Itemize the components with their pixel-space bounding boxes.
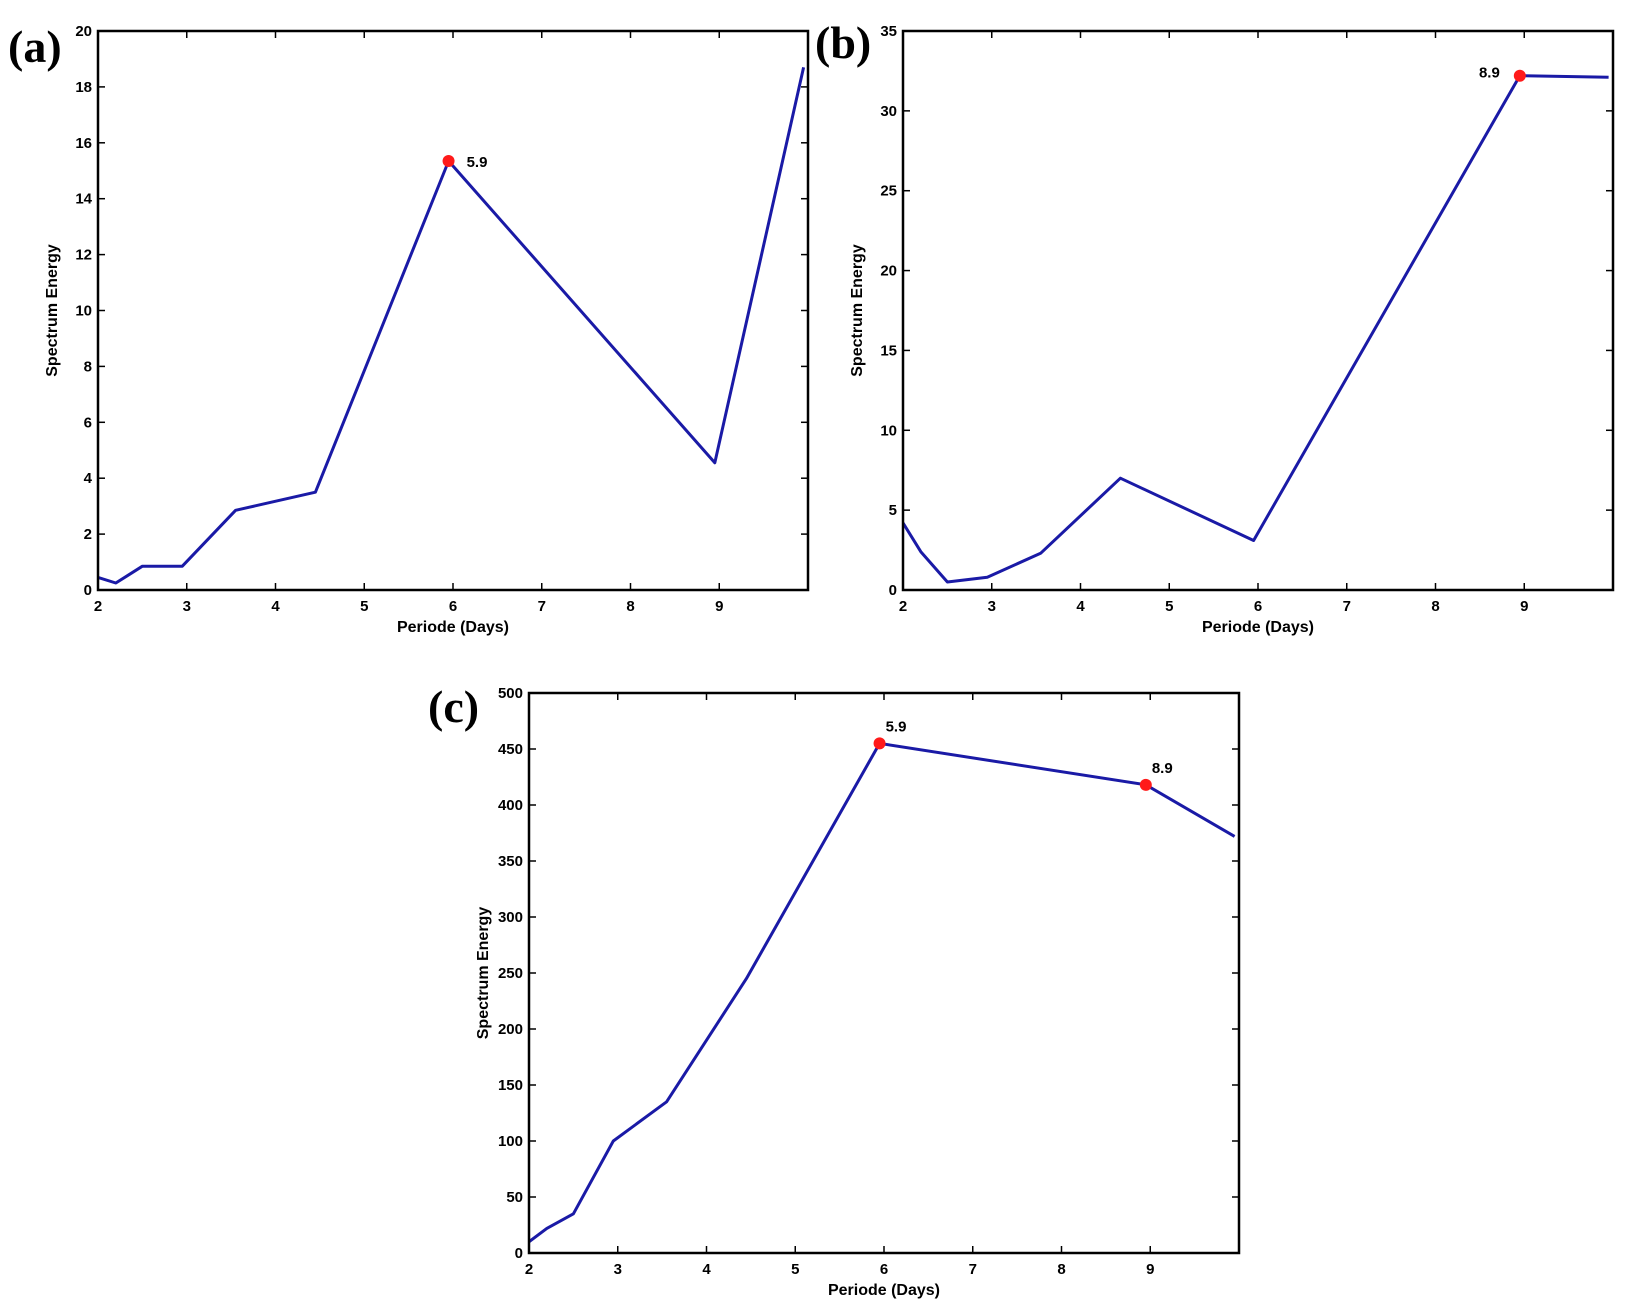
x-tick-label: 4 xyxy=(271,598,280,615)
x-tick-label: 6 xyxy=(449,598,457,615)
y-tick-label: 5 xyxy=(889,502,897,519)
y-axis-title: Spectrum Energy xyxy=(44,244,61,377)
peak-marker xyxy=(1513,69,1526,82)
x-tick-label: 7 xyxy=(969,1261,977,1278)
x-tick-label: 2 xyxy=(94,598,102,615)
x-tick-label: 8 xyxy=(626,598,634,615)
x-tick-label: 9 xyxy=(1520,598,1528,615)
y-tick-label: 50 xyxy=(506,1189,523,1206)
x-tick-label: 5 xyxy=(1165,598,1173,615)
y-tick-label: 18 xyxy=(75,79,92,96)
y-tick-label: 15 xyxy=(880,342,897,359)
y-tick-label: 12 xyxy=(75,247,92,264)
x-tick-label: 3 xyxy=(988,598,996,615)
y-tick-label: 250 xyxy=(498,965,523,982)
peak-annotation: 8.9 xyxy=(1479,65,1500,82)
panel-label: (a) xyxy=(8,21,62,72)
x-tick-label: 5 xyxy=(791,1261,799,1278)
y-tick-label: 0 xyxy=(889,582,897,599)
peak-marker xyxy=(442,154,455,167)
x-tick-label: 9 xyxy=(1146,1261,1154,1278)
x-tick-label: 6 xyxy=(1254,598,1262,615)
y-tick-label: 350 xyxy=(498,853,523,870)
y-tick-label: 0 xyxy=(515,1245,523,1262)
panel-label: (b) xyxy=(815,17,871,68)
x-tick-label: 9 xyxy=(715,598,723,615)
x-tick-label: 6 xyxy=(880,1261,888,1278)
x-tick-label: 3 xyxy=(614,1261,622,1278)
x-tick-label: 4 xyxy=(1076,598,1085,615)
chart-panel-c: (c) 2 3 4 5 6 7 8 9 0 50 100 150 200 250 300 350 400 450 50… xyxy=(428,681,1241,1299)
y-tick-label: 0 xyxy=(84,582,92,599)
peak-annotation: 5.9 xyxy=(886,718,907,735)
y-tick-label: 450 xyxy=(498,741,523,758)
y-tick-label: 14 xyxy=(75,191,92,208)
panel-label: (c) xyxy=(428,681,479,732)
x-axis-title: Periode (Days) xyxy=(1202,619,1314,636)
y-tick-label: 20 xyxy=(880,263,897,280)
y-tick-label: 16 xyxy=(75,135,92,152)
y-tick-label: 200 xyxy=(498,1021,523,1038)
y-tick-label: 35 xyxy=(880,23,897,40)
y-tick-label: 8 xyxy=(84,358,92,375)
y-tick-label: 400 xyxy=(498,797,523,814)
x-tick-label: 5 xyxy=(360,598,368,615)
y-tick-label: 25 xyxy=(880,183,897,200)
plot-frame xyxy=(901,29,1615,592)
x-tick-label: 4 xyxy=(702,1261,711,1278)
series-line xyxy=(529,741,1236,1243)
x-axis-title: Periode (Days) xyxy=(828,1282,940,1299)
x-tick-label: 7 xyxy=(538,598,546,615)
chart-panel-b: (b) 2 3 4 5 6 7 8 9 0 5 10 15 20 25 30 35 8.9 Periode (Day… xyxy=(815,17,1615,636)
peak-annotation: 5.9 xyxy=(467,154,488,171)
x-tick-label: 7 xyxy=(1343,598,1351,615)
x-tick-label: 8 xyxy=(1057,1261,1065,1278)
x-tick-label: 3 xyxy=(183,598,191,615)
x-axis-title: Periode (Days) xyxy=(397,619,509,636)
y-tick-label: 300 xyxy=(498,909,523,926)
y-tick-label: 100 xyxy=(498,1133,523,1150)
y-axis-title: Spectrum Energy xyxy=(475,907,492,1040)
y-tick-label: 150 xyxy=(498,1077,523,1094)
y-tick-label: 10 xyxy=(880,422,897,439)
plot-frame xyxy=(96,29,810,592)
peak-marker xyxy=(1139,778,1152,791)
y-tick-label: 6 xyxy=(84,414,92,431)
y-tick-label: 500 xyxy=(498,685,523,702)
x-tick-label: 2 xyxy=(899,598,907,615)
peak-annotation: 8.9 xyxy=(1152,760,1173,777)
y-tick-label: 2 xyxy=(84,526,92,543)
y-tick-label: 20 xyxy=(75,23,92,40)
y-tick-label: 10 xyxy=(75,303,92,320)
x-tick-label: 8 xyxy=(1431,598,1439,615)
y-axis-title: Spectrum Energy xyxy=(849,244,866,377)
series-line xyxy=(903,74,1609,584)
y-tick-label: 30 xyxy=(880,103,897,120)
peak-marker xyxy=(873,737,886,750)
series-line xyxy=(98,66,806,585)
plot-frame xyxy=(527,691,1241,1255)
y-tick-label: 4 xyxy=(84,470,93,487)
x-tick-label: 2 xyxy=(525,1261,533,1278)
